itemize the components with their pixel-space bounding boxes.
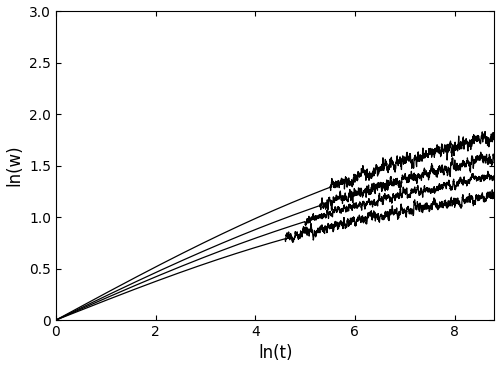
X-axis label: ln(t): ln(t) [258,344,292,362]
Y-axis label: ln(w): ln(w) [6,145,24,186]
